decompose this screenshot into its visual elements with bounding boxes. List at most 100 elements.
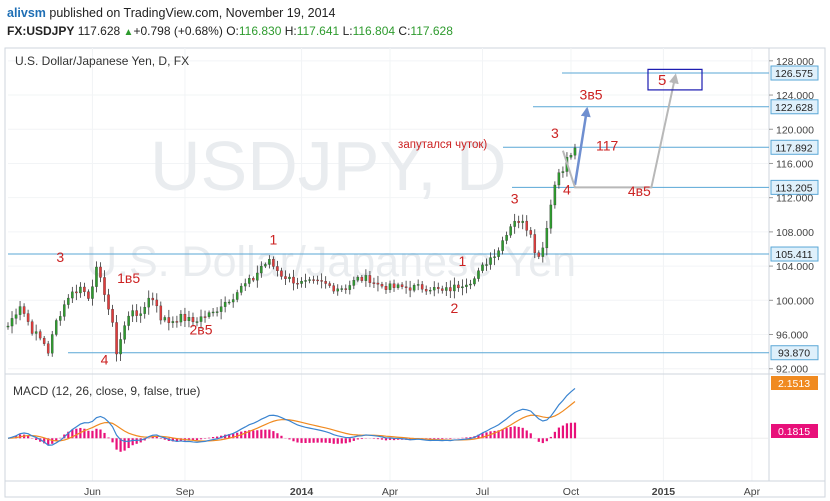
macd-histogram-bar	[300, 438, 303, 443]
macd-value-tag	[771, 376, 818, 390]
macd-histogram-bar	[276, 433, 279, 439]
macd-histogram-bar	[103, 432, 106, 439]
candle-body	[227, 301, 231, 304]
level-tag	[770, 345, 819, 361]
macd-histogram-bar	[324, 438, 327, 443]
macd-histogram-bar	[336, 438, 339, 444]
published-text: published on TradingView.com, November 1…	[49, 6, 336, 20]
macd-histogram-bar	[91, 430, 94, 439]
candle-body	[477, 270, 480, 279]
candle-body	[67, 297, 70, 305]
macd-histogram-bar	[292, 438, 295, 442]
wave-labels: 3 1в5 4 2в5 1 1 2 3 3 4 117 3в5 4в5 запутался чуток)	[56, 86, 651, 367]
candle-body	[167, 317, 171, 323]
candle-body	[272, 259, 275, 267]
macd-histogram-bar	[268, 429, 271, 439]
candle-body	[445, 287, 448, 291]
macd-histogram-bar	[232, 433, 235, 439]
wave-5-projection-arrow	[561, 73, 679, 189]
macd-histogram-bar	[264, 429, 267, 439]
macd-histogram-bar	[111, 438, 114, 443]
candle-body	[533, 234, 537, 253]
candle-body	[87, 291, 90, 299]
candle-body	[175, 321, 179, 323]
candle-body	[368, 275, 372, 283]
macd-histogram-bar	[99, 429, 102, 439]
candle-body	[473, 278, 476, 285]
macd-histogram-bar	[260, 429, 263, 439]
candle-body	[372, 282, 376, 284]
macd-histogram-bar	[569, 422, 573, 439]
macd-histogram-bar	[75, 428, 78, 439]
level-tag-label: 113.205	[775, 182, 812, 194]
candle-body	[420, 284, 424, 290]
macd-histogram-bar	[565, 423, 569, 439]
candle-body	[465, 284, 468, 287]
candle-body	[392, 283, 396, 288]
macd-histogram-bar	[477, 434, 480, 439]
candle-body	[111, 309, 114, 323]
macd-histogram-bar	[288, 438, 291, 440]
candle-body	[115, 322, 118, 355]
macd-histogram-bar	[187, 438, 191, 441]
candle-body	[38, 331, 42, 339]
macd-histogram-bar	[509, 427, 512, 439]
macd-histogram-bar	[384, 438, 388, 441]
candle-body	[211, 311, 215, 314]
macd-histogram-bar	[545, 438, 548, 442]
candle-body	[26, 313, 30, 322]
macd-histogram-bar	[320, 438, 323, 443]
candle-body	[517, 220, 520, 223]
macd-histogram-bar	[469, 437, 472, 439]
candle-body	[400, 284, 404, 287]
wave-label: 1	[269, 232, 277, 248]
candle-body	[300, 280, 303, 284]
wave-label: 2в5	[190, 322, 213, 338]
candle-body	[123, 325, 126, 340]
candle-body	[461, 286, 464, 289]
open-value: 116.830	[238, 24, 282, 38]
candle-body	[396, 284, 400, 288]
candle-body	[155, 299, 159, 307]
macd-histogram-bar	[352, 438, 355, 441]
macd-histogram-bar	[573, 422, 577, 439]
candle-body	[569, 155, 573, 158]
candle-body	[131, 310, 134, 317]
macd-histogram-bar	[272, 431, 275, 439]
wave-label: 4в5	[628, 183, 651, 199]
candle-body	[191, 317, 195, 323]
author-name[interactable]: alivsm	[7, 6, 46, 20]
time-tick-label: Apr	[744, 486, 761, 498]
chart-title: U.S. Dollar/Japanese Yen, D, FX	[15, 54, 189, 68]
macd-histogram-bar	[517, 426, 520, 439]
candle-body	[223, 301, 227, 307]
candle-body	[75, 291, 78, 294]
macd-histogram-bar	[296, 438, 299, 443]
chart-area[interactable]: USDJPY, D U.S. Dollar/Japanese Yen U.S. …	[0, 44, 830, 501]
candle-body	[14, 314, 18, 319]
macd-histogram-bar	[27, 435, 30, 439]
candle-body	[340, 288, 344, 290]
macd-histogram-bar	[43, 438, 46, 444]
macd-value-label: 2.1513	[778, 378, 810, 390]
level-tag-label: 126.575	[775, 68, 813, 80]
macd-histogram-bar	[195, 438, 199, 441]
candle-body	[509, 226, 512, 236]
candle-body	[537, 252, 541, 257]
macd-histogram-bar	[553, 431, 556, 439]
candle-body	[256, 272, 259, 281]
macd-histogram-bar	[485, 432, 488, 439]
candle-body	[71, 291, 74, 299]
macd-pane: 2.1513 0.1815	[7, 376, 818, 452]
macd-histogram-bar	[340, 438, 343, 444]
candle-body	[139, 313, 142, 316]
macd-histogram-bar	[493, 430, 496, 439]
price-axis[interactable]: 128.000 124.000 120.000 116.000 112.000 108.0…	[769, 56, 814, 376]
candle-body	[493, 256, 496, 258]
candle-body	[360, 276, 364, 281]
macd-histogram-bar	[348, 438, 351, 443]
candle-body	[525, 220, 528, 231]
time-axis[interactable]: Jun Sep 2014 Apr Jul Oct 2015 Apr	[84, 486, 761, 498]
candle-body	[364, 275, 368, 281]
macd-title: MACD (12, 26, close, 9, false, true)	[13, 384, 200, 398]
